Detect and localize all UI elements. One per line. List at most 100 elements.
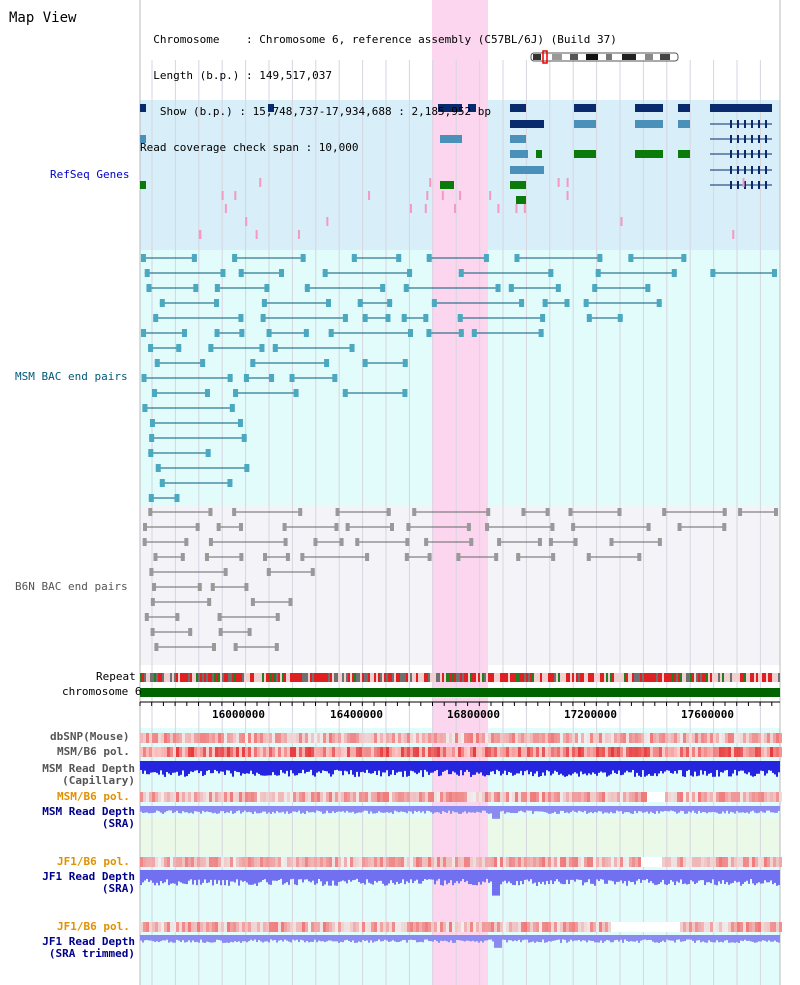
read-depth-bar bbox=[402, 761, 404, 777]
pol-cell bbox=[551, 747, 554, 757]
read-depth-bar bbox=[398, 806, 400, 813]
pol-cell bbox=[275, 747, 278, 757]
pol-cell bbox=[368, 733, 371, 743]
pol-cell bbox=[659, 922, 662, 932]
read-depth-bar bbox=[650, 935, 652, 940]
read-depth-bar bbox=[614, 761, 616, 773]
pol-cell bbox=[359, 733, 362, 743]
pol-cell bbox=[599, 922, 602, 932]
read-depth-bar bbox=[370, 806, 372, 812]
read-depth-bar bbox=[480, 761, 482, 773]
repeat-element bbox=[678, 673, 680, 682]
pol-cell bbox=[710, 733, 713, 743]
read-depth-bar bbox=[764, 761, 766, 776]
read-depth-bar bbox=[526, 935, 528, 940]
pol-cell bbox=[248, 747, 251, 757]
read-depth-bar bbox=[470, 935, 472, 942]
pol-cell bbox=[728, 733, 731, 743]
read-depth-bar bbox=[390, 935, 392, 942]
pol-cell bbox=[491, 747, 494, 757]
pol-cell bbox=[419, 733, 422, 743]
read-depth-bar bbox=[598, 761, 600, 773]
pol-cell bbox=[740, 857, 743, 867]
pol-cell bbox=[377, 857, 380, 867]
read-depth-bar bbox=[636, 806, 638, 814]
read-depth-bar bbox=[194, 806, 196, 812]
read-depth-bar bbox=[168, 935, 170, 943]
pol-cell bbox=[143, 857, 146, 867]
pol-cell bbox=[638, 792, 641, 802]
repeat-element bbox=[166, 673, 168, 682]
read-depth-bar bbox=[168, 870, 170, 886]
read-depth-bar bbox=[602, 935, 604, 943]
ideogram-band bbox=[552, 54, 562, 60]
read-depth-bar bbox=[510, 870, 512, 884]
pol-cell bbox=[548, 733, 551, 743]
read-depth-bar bbox=[508, 806, 510, 813]
pol-cell bbox=[377, 792, 380, 802]
read-depth-bar bbox=[580, 870, 582, 880]
read-depth-bar bbox=[628, 761, 630, 773]
read-depth-bar bbox=[190, 761, 192, 772]
pol-cell bbox=[524, 733, 527, 743]
pol-cell bbox=[773, 857, 776, 867]
track-label-refseq[interactable]: RefSeq Genes bbox=[50, 168, 130, 181]
read-depth-bar bbox=[182, 806, 184, 812]
read-depth-bar bbox=[752, 935, 754, 942]
read-depth-bar bbox=[202, 761, 204, 776]
pol-cell bbox=[194, 922, 197, 932]
pol-cell bbox=[281, 733, 284, 743]
pol-cell bbox=[197, 857, 200, 867]
repeat-element bbox=[422, 673, 424, 682]
repeat-element bbox=[398, 673, 400, 682]
track-label-msm-bac[interactable]: MSM BAC end pairs bbox=[15, 370, 128, 383]
read-depth-bar bbox=[276, 761, 278, 776]
read-depth-bar bbox=[240, 870, 242, 881]
read-depth-bar bbox=[494, 935, 496, 948]
read-depth-bar bbox=[258, 806, 260, 814]
refseq-ncrna bbox=[297, 230, 300, 239]
read-depth-bar bbox=[522, 935, 524, 941]
read-depth-bar bbox=[686, 935, 688, 940]
pol-cell bbox=[419, 747, 422, 757]
msm-bac-end bbox=[426, 329, 432, 337]
refseq-ncrna bbox=[620, 217, 623, 226]
read-depth-bar bbox=[700, 870, 702, 881]
read-depth-bar bbox=[304, 870, 306, 880]
pol-cell bbox=[272, 733, 275, 743]
read-depth-bar bbox=[166, 761, 168, 772]
repeat-element bbox=[488, 673, 490, 682]
pol-cell bbox=[545, 747, 548, 757]
read-depth-bar bbox=[688, 806, 690, 812]
read-depth-bar bbox=[262, 870, 264, 880]
read-depth-bar bbox=[634, 935, 636, 942]
pol-cell bbox=[227, 747, 230, 757]
pol-cell bbox=[317, 792, 320, 802]
read-depth-bar bbox=[152, 935, 154, 942]
pol-cell bbox=[386, 922, 389, 932]
refseq-ncrna bbox=[429, 178, 432, 187]
pol-cell bbox=[572, 747, 575, 757]
pol-cell bbox=[677, 747, 680, 757]
read-depth-bar bbox=[166, 935, 168, 940]
pol-cell bbox=[521, 857, 524, 867]
repeat-element bbox=[512, 673, 514, 682]
read-depth-bar bbox=[768, 935, 770, 941]
repeat-element bbox=[728, 673, 730, 682]
track-label-b6n-bac[interactable]: B6N BAC end pairs bbox=[15, 580, 128, 593]
b6n-bac-end bbox=[149, 568, 154, 576]
pol-cell bbox=[611, 857, 614, 867]
read-depth-bar bbox=[214, 870, 216, 880]
pol-cell bbox=[776, 733, 779, 743]
read-depth-bar bbox=[508, 870, 510, 882]
read-depth-bar bbox=[406, 806, 408, 814]
read-depth-bar bbox=[230, 870, 232, 882]
repeat-element bbox=[420, 673, 422, 682]
read-depth-bar bbox=[274, 761, 276, 775]
read-depth-bar bbox=[384, 806, 386, 813]
pol-cell bbox=[443, 733, 446, 743]
pol-cell bbox=[665, 792, 668, 802]
read-depth-bar bbox=[538, 761, 540, 777]
read-depth-bar bbox=[332, 806, 334, 812]
